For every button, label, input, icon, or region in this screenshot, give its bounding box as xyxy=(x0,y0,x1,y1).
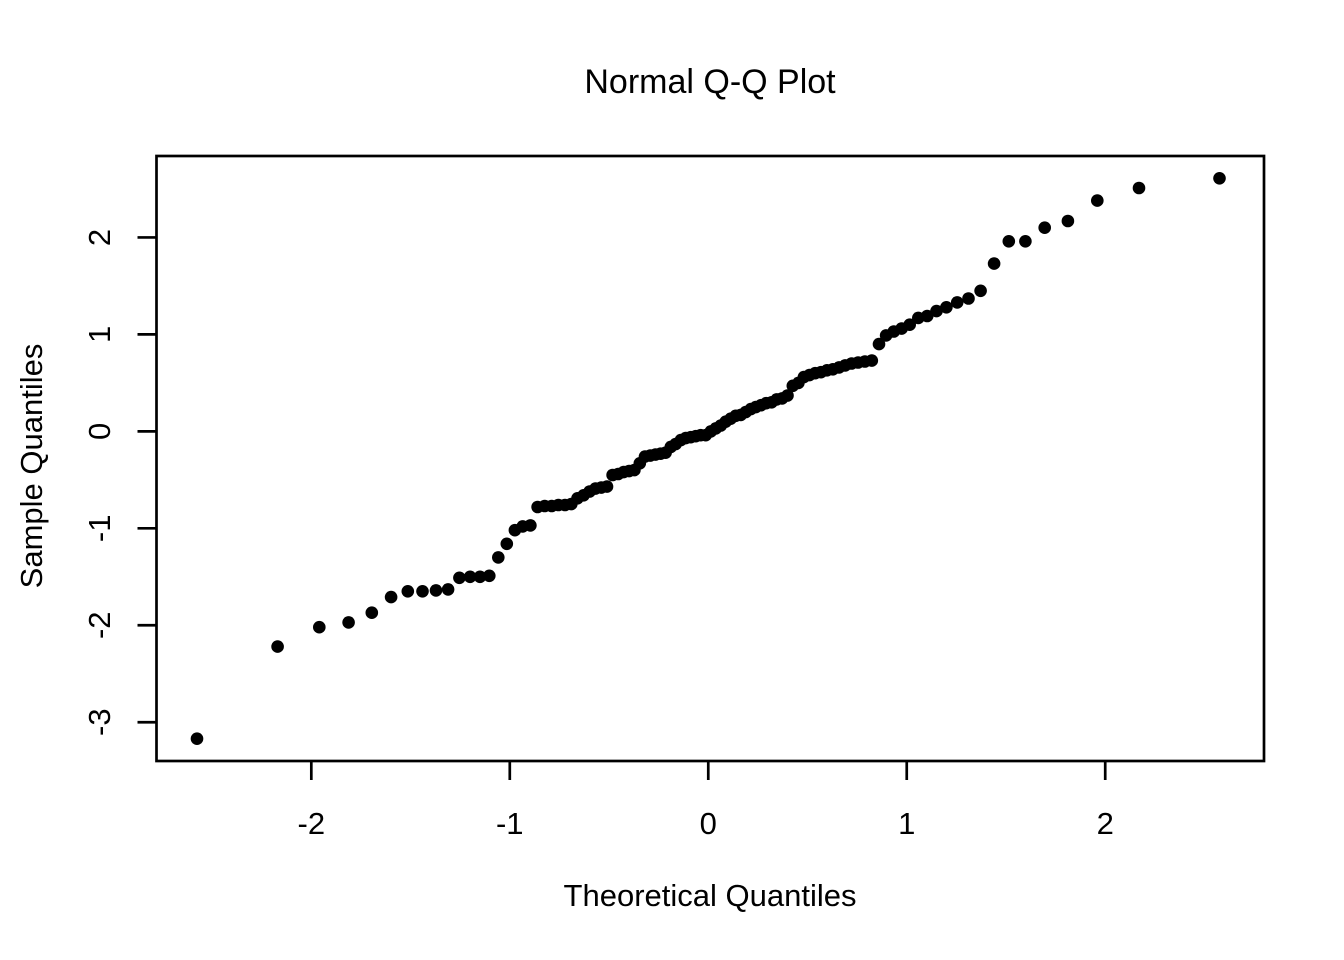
data-point xyxy=(492,551,505,564)
data-point xyxy=(1061,214,1075,228)
x-tick-label: 0 xyxy=(700,806,717,841)
y-tick-label: 2 xyxy=(82,229,117,246)
data-point xyxy=(483,569,496,583)
y-tick-label: -2 xyxy=(82,611,117,639)
y-axis-ticks: -3 -2 -1 0 1 2 xyxy=(82,229,157,736)
x-axis-ticks: -2 -1 0 1 2 xyxy=(298,761,1114,841)
data-point xyxy=(313,620,326,634)
y-tick-label: 0 xyxy=(82,423,117,440)
data-point xyxy=(463,570,477,584)
data-point xyxy=(342,616,355,629)
data-point xyxy=(429,584,443,597)
data-points xyxy=(190,172,1226,745)
data-point xyxy=(1132,181,1146,195)
plot-frame xyxy=(155,154,1266,763)
data-point xyxy=(1091,194,1104,207)
x-tick-label: -1 xyxy=(496,806,524,841)
data-point xyxy=(524,519,537,532)
data-point xyxy=(1002,235,1016,248)
x-tick-label: 2 xyxy=(1097,806,1114,841)
data-point xyxy=(974,284,987,298)
data-point xyxy=(401,585,415,598)
data-point xyxy=(940,301,953,314)
data-point xyxy=(872,337,886,351)
y-tick-label: -1 xyxy=(82,515,117,543)
y-axis-title: Sample Quantiles xyxy=(14,344,49,589)
data-point xyxy=(1019,235,1032,248)
data-point xyxy=(1213,172,1226,185)
data-point xyxy=(365,606,379,619)
data-point xyxy=(781,389,794,402)
x-axis-title: Theoretical Quantiles xyxy=(564,878,857,913)
data-point xyxy=(962,292,975,305)
data-point xyxy=(903,318,916,332)
data-point xyxy=(441,583,455,596)
data-point xyxy=(271,640,284,653)
x-tick-label: 1 xyxy=(898,806,915,841)
data-point xyxy=(950,296,964,309)
data-point xyxy=(987,257,1001,270)
data-point xyxy=(865,354,879,367)
data-point xyxy=(500,537,514,551)
plot-title: Normal Q-Q Plot xyxy=(584,63,836,101)
data-point xyxy=(930,304,943,318)
data-point xyxy=(1038,221,1051,234)
y-tick-label: 1 xyxy=(82,326,117,343)
x-tick-label: -2 xyxy=(298,806,326,841)
data-point xyxy=(920,309,934,323)
y-tick-label: -3 xyxy=(82,708,117,736)
data-point xyxy=(416,585,429,598)
data-point xyxy=(453,571,466,585)
data-point xyxy=(600,480,614,493)
data-point xyxy=(473,570,487,584)
data-point xyxy=(190,732,204,745)
data-point xyxy=(384,590,398,604)
